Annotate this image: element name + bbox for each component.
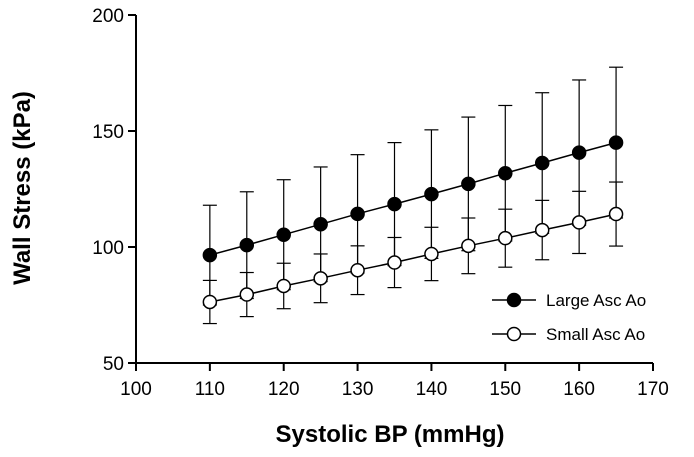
series-line-small-asc-ao	[209, 213, 617, 303]
data-point-small-asc-ao-160	[571, 215, 587, 230]
error-bars	[202, 66, 624, 325]
x-tick-label-170: 170	[637, 379, 669, 400]
legend-label-small-asc-ao: Small Asc Ao	[546, 325, 645, 344]
data-point-small-asc-ao-135	[387, 255, 402, 270]
data-point-small-asc-ao-130	[350, 262, 365, 278]
x-tick-label-110: 110	[195, 379, 225, 400]
data-point-small-asc-ao-165	[608, 206, 624, 222]
y-tick-label-200: 200	[92, 6, 124, 27]
x-tick-label-130: 130	[342, 379, 374, 400]
data-point-large-asc-ao-145	[461, 176, 476, 192]
legend-label-large-asc-ao: Large Asc Ao	[546, 291, 646, 310]
data-point-large-asc-ao-130	[350, 206, 365, 222]
x-tick-label-150: 150	[489, 379, 521, 400]
series-lines	[209, 141, 617, 303]
x-tick-label-120: 120	[268, 379, 300, 400]
legend: Large Asc Ao Small Asc Ao	[492, 291, 646, 344]
data-points	[202, 135, 624, 310]
data-point-large-asc-ao-155	[534, 155, 550, 171]
data-point-large-asc-ao-110	[202, 247, 218, 263]
series-line-large-asc-ao	[209, 141, 617, 256]
data-point-small-asc-ao-150	[498, 230, 513, 246]
data-point-small-asc-ao-155	[534, 222, 550, 238]
y-tick-label-150: 150	[92, 122, 124, 143]
x-tick-label-100: 100	[120, 379, 152, 400]
data-point-large-asc-ao-125	[313, 217, 328, 232]
y-tick-label-50: 50	[103, 354, 124, 375]
data-point-large-asc-ao-150	[498, 165, 513, 181]
data-point-large-asc-ao-140	[424, 186, 439, 202]
x-axis-title: Systolic BP (mmHg)	[276, 421, 505, 448]
data-point-small-asc-ao-110	[202, 294, 218, 310]
x-tick-label-160: 160	[563, 379, 595, 400]
data-point-large-asc-ao-115	[239, 237, 255, 253]
data-point-large-asc-ao-165	[608, 135, 624, 150]
data-point-large-asc-ao-160	[571, 145, 587, 160]
data-point-large-asc-ao-135	[387, 196, 402, 212]
data-point-small-asc-ao-125	[313, 271, 328, 286]
y-axis-title: Wall Stress (kPa)	[9, 91, 36, 285]
data-point-small-asc-ao-115	[239, 287, 255, 302]
legend-marker-large-asc-ao	[506, 292, 522, 308]
data-point-small-asc-ao-145	[461, 238, 476, 254]
x-tick-label-140: 140	[416, 379, 448, 400]
axes	[128, 14, 654, 371]
tick-labels: 50 100 150 200 100 110 120 130 140 150 160 170	[92, 6, 669, 400]
data-point-small-asc-ao-140	[424, 246, 439, 262]
data-point-large-asc-ao-120	[276, 227, 291, 242]
legend-marker-small-asc-ao	[506, 326, 522, 342]
y-tick-label-100: 100	[92, 238, 124, 259]
data-point-small-asc-ao-120	[276, 278, 291, 294]
